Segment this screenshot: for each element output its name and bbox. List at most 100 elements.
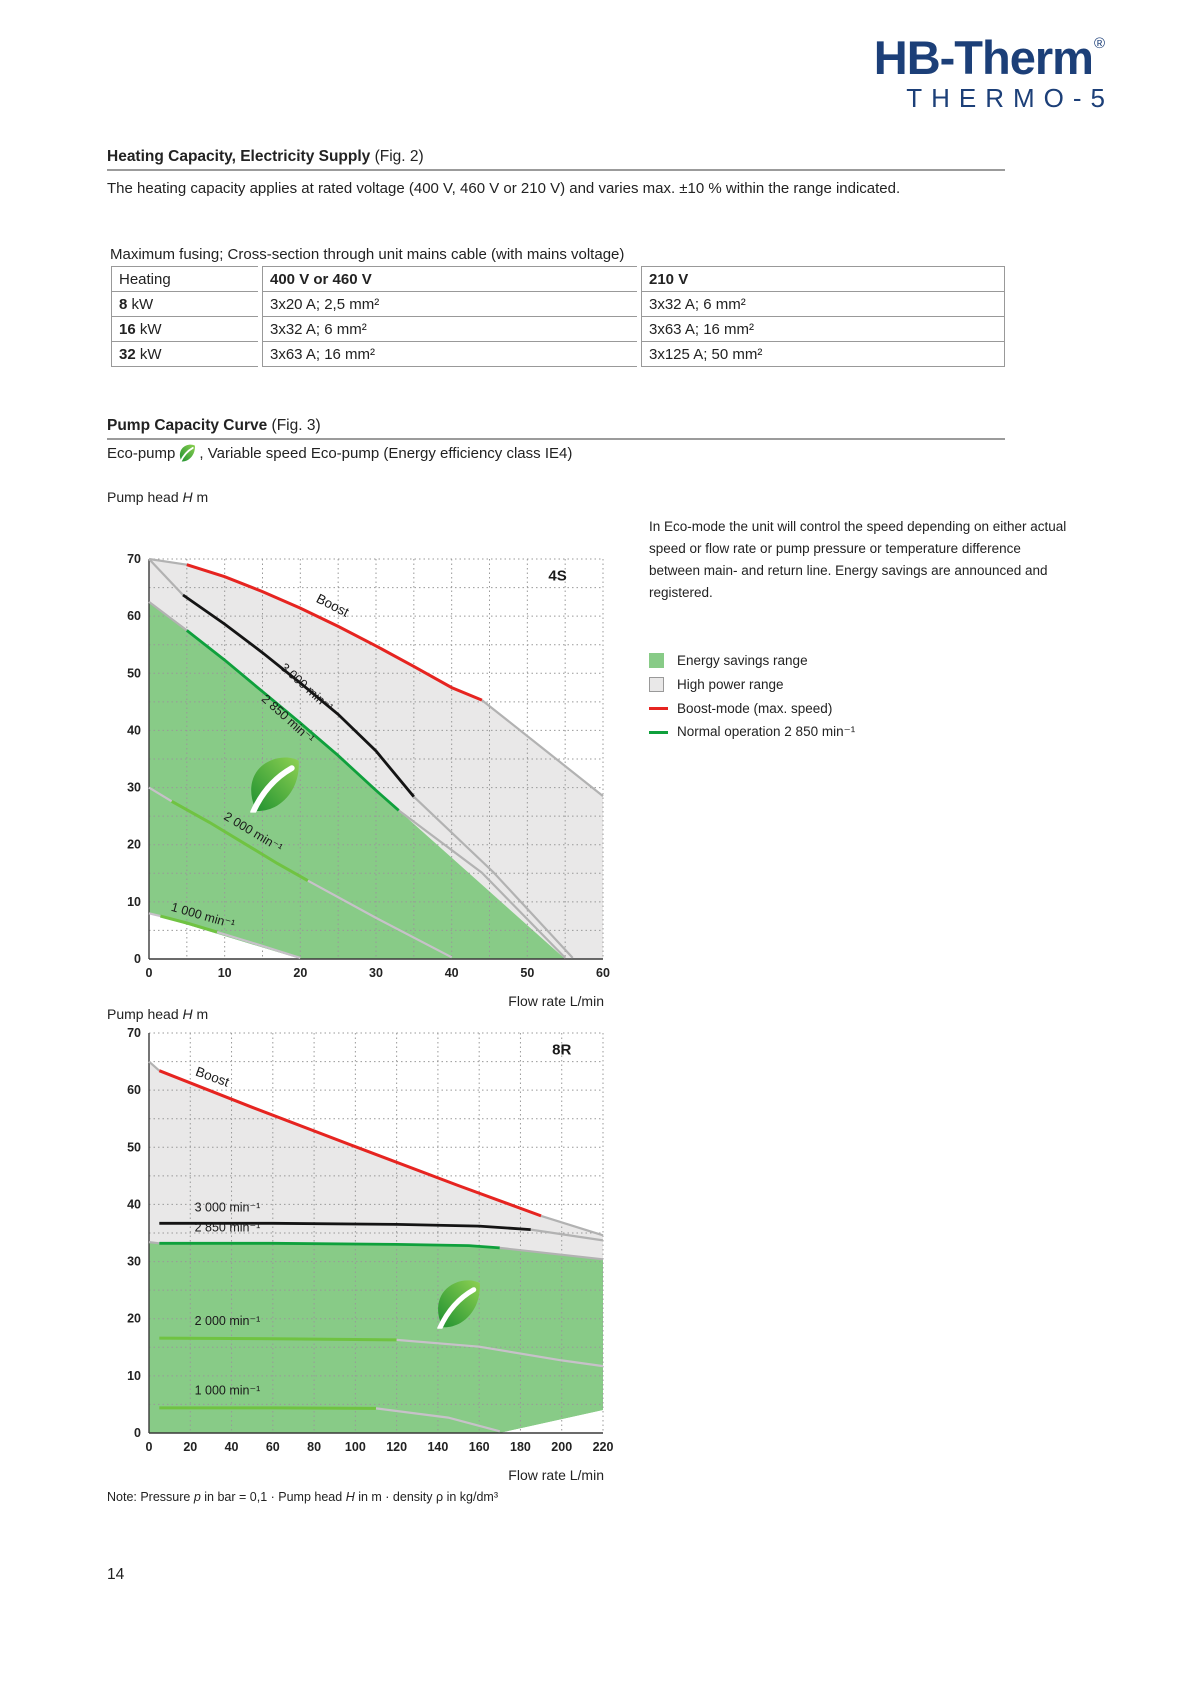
y-tick-label: 50 xyxy=(127,1140,141,1154)
y-tick-label: 30 xyxy=(127,1255,141,1269)
curve-2850-min-ext xyxy=(499,1246,604,1261)
y-tick-label: 40 xyxy=(127,723,141,737)
x-tick-label: 200 xyxy=(551,1440,572,1454)
pump-curve-chart-4s: Boost 3 000 min⁻¹ 2 850 min⁻¹ 2 000 min⁻¹ 1 … xyxy=(100,548,615,1028)
curve-label: 4S xyxy=(548,568,566,585)
table-row: 8 kW 3x20 A; 2,5 mm² 3x32 A; 6 mm² xyxy=(111,291,1005,316)
chart-4s-y-axis-title: Pump head H m xyxy=(107,489,208,505)
section-pump-capacity: Pump Capacity Curve (Fig. 3) xyxy=(107,417,1005,440)
range-boundary-line xyxy=(413,795,574,959)
section-body-text: The heating capacity applies at rated vo… xyxy=(107,180,901,197)
table-row: 16 kW 3x32 A; 6 mm² 3x63 A; 16 mm² xyxy=(111,316,1005,341)
x-axis-title: Flow rate L/min xyxy=(508,993,604,1009)
leaf-icon xyxy=(178,444,196,462)
curve-2000-min-ext xyxy=(307,879,453,959)
curve-label: 3 000 min⁻¹ xyxy=(195,1200,261,1214)
column-header: Heating xyxy=(111,266,258,291)
x-tick-label: 20 xyxy=(183,1440,197,1454)
section-title: Heating Capacity, Electricity Supply (Fi… xyxy=(107,148,1005,166)
table-cell: 32 kW xyxy=(111,341,258,367)
logo-model: THERMO-5 xyxy=(906,83,1114,113)
eco-pump-description: , Variable speed Eco-pump (Energy effici… xyxy=(199,444,573,462)
x-tick-label: 120 xyxy=(386,1440,407,1454)
head-symbol: H xyxy=(345,1490,355,1504)
range-boundary-line xyxy=(148,558,184,596)
legend-label: Normal operation 2 850 min⁻¹ xyxy=(677,724,856,739)
x-tick-label: 50 xyxy=(520,966,534,980)
legend-line-icon xyxy=(649,730,668,734)
curve-1000-min xyxy=(160,914,218,934)
fusing-table: Heating 400 V or 460 V 210 V 8 kW 3x20 A; 2… xyxy=(107,266,1009,367)
eco-mode-description: In Eco-mode the unit will control the sp… xyxy=(649,519,1067,600)
fusing-table-header-row: Heating 400 V or 460 V 210 V xyxy=(111,266,1005,291)
curve-boost xyxy=(158,1069,542,1218)
curve-boost-ext xyxy=(540,1214,604,1237)
figure-reference: (Fig. 3) xyxy=(271,417,321,434)
y-tick-label: 0 xyxy=(134,952,141,966)
curve-3000-min xyxy=(182,593,415,798)
x-tick-label: 0 xyxy=(146,966,153,980)
x-tick-label: 60 xyxy=(596,966,610,980)
x-tick-label: 60 xyxy=(266,1440,280,1454)
y-tick-label: 10 xyxy=(127,895,141,909)
curve-label: 2 000 min⁻¹ xyxy=(195,1314,261,1328)
fusing-table-body: 8 kW 3x20 A; 2,5 mm² 3x32 A; 6 mm² 16 kW 3x3… xyxy=(111,291,1005,367)
y-axis-title-pre: Pump head xyxy=(107,1006,183,1022)
x-tick-label: 0 xyxy=(146,1440,153,1454)
y-axis-title-symbol: H xyxy=(182,1006,193,1022)
legend-label: High power range xyxy=(677,676,784,692)
x-tick-label: 220 xyxy=(593,1440,614,1454)
footnote-text: in m · density ρ in kg/dm³ xyxy=(354,1490,498,1504)
x-axis-title: Flow rate L/min xyxy=(508,1467,604,1483)
range-boundary-line xyxy=(148,557,187,566)
curve-1000-min-ext xyxy=(216,931,301,959)
table-row: 32 kW 3x63 A; 16 mm² 3x125 A; 50 mm² xyxy=(111,341,1005,367)
curve-2000-min xyxy=(170,799,309,883)
legend-item: Normal operation 2 850 min⁻¹ xyxy=(649,720,855,744)
table-cell: 3x32 A; 6 mm² xyxy=(262,316,637,341)
legend-item: Energy savings range xyxy=(649,648,855,672)
registered-mark: ® xyxy=(1093,35,1105,52)
y-tick-label: 60 xyxy=(127,609,141,623)
legend-swatch-icon xyxy=(649,676,664,692)
y-tick-label: 0 xyxy=(134,1426,141,1440)
x-tick-label: 40 xyxy=(225,1440,239,1454)
x-tick-label: 140 xyxy=(427,1440,448,1454)
y-axis-title-pre: Pump head xyxy=(107,489,183,505)
curve-1000-min-lead xyxy=(148,912,161,918)
hb-therm-logo: HB-Therm® THERMO-5 xyxy=(874,34,1105,111)
y-tick-label: 70 xyxy=(127,552,141,566)
legend-item: Boost-mode (max. speed) xyxy=(649,696,855,720)
y-tick-label: 10 xyxy=(127,1369,141,1383)
curve-3000-min xyxy=(159,1221,531,1231)
figure-reference: (Fig. 2) xyxy=(374,148,424,165)
curve-boost-lead xyxy=(148,1060,161,1072)
chart-legend: Energy savings range High power range Boos… xyxy=(649,648,855,744)
curve-2850-min xyxy=(185,629,400,812)
table-cell: 3x32 A; 6 mm² xyxy=(641,291,1005,316)
region-unreachable xyxy=(149,913,301,959)
pressure-symbol: p xyxy=(193,1490,201,1504)
fusing-table-caption: Maximum fusing; Cross-section through un… xyxy=(110,246,625,263)
y-tick-label: 20 xyxy=(127,838,141,852)
table-cell: 3x20 A; 2,5 mm² xyxy=(262,291,637,316)
logo-brand: HB-Therm xyxy=(873,31,1094,84)
region-unreachable xyxy=(499,1410,603,1433)
range-boundary-line xyxy=(481,699,604,797)
y-axis-title-suffix: m xyxy=(192,489,209,505)
column-header: 210 V xyxy=(641,266,1005,291)
curve-1000-min xyxy=(159,1406,377,1410)
table-cell: 3x63 A; 16 mm² xyxy=(641,316,1005,341)
range-boundary-line xyxy=(398,809,566,959)
eco-pump-subtitle: Eco-pump , Variable speed Eco-pump (Ener… xyxy=(107,444,572,462)
section-title-text: Pump Capacity Curve xyxy=(107,417,268,434)
y-axis-title-suffix: m xyxy=(192,1006,209,1022)
range-boundary-line xyxy=(148,1241,160,1245)
x-tick-label: 80 xyxy=(307,1440,321,1454)
table-cell: 3x63 A; 16 mm² xyxy=(262,341,637,367)
x-tick-label: 100 xyxy=(345,1440,366,1454)
curve-label: Boost xyxy=(314,591,352,620)
pump-curve-chart-8r: Boost 3 000 min⁻¹ 2 850 min⁻¹ 2 000 min⁻¹ 1 … xyxy=(100,1022,615,1502)
legend-label: Energy savings range xyxy=(677,652,808,668)
